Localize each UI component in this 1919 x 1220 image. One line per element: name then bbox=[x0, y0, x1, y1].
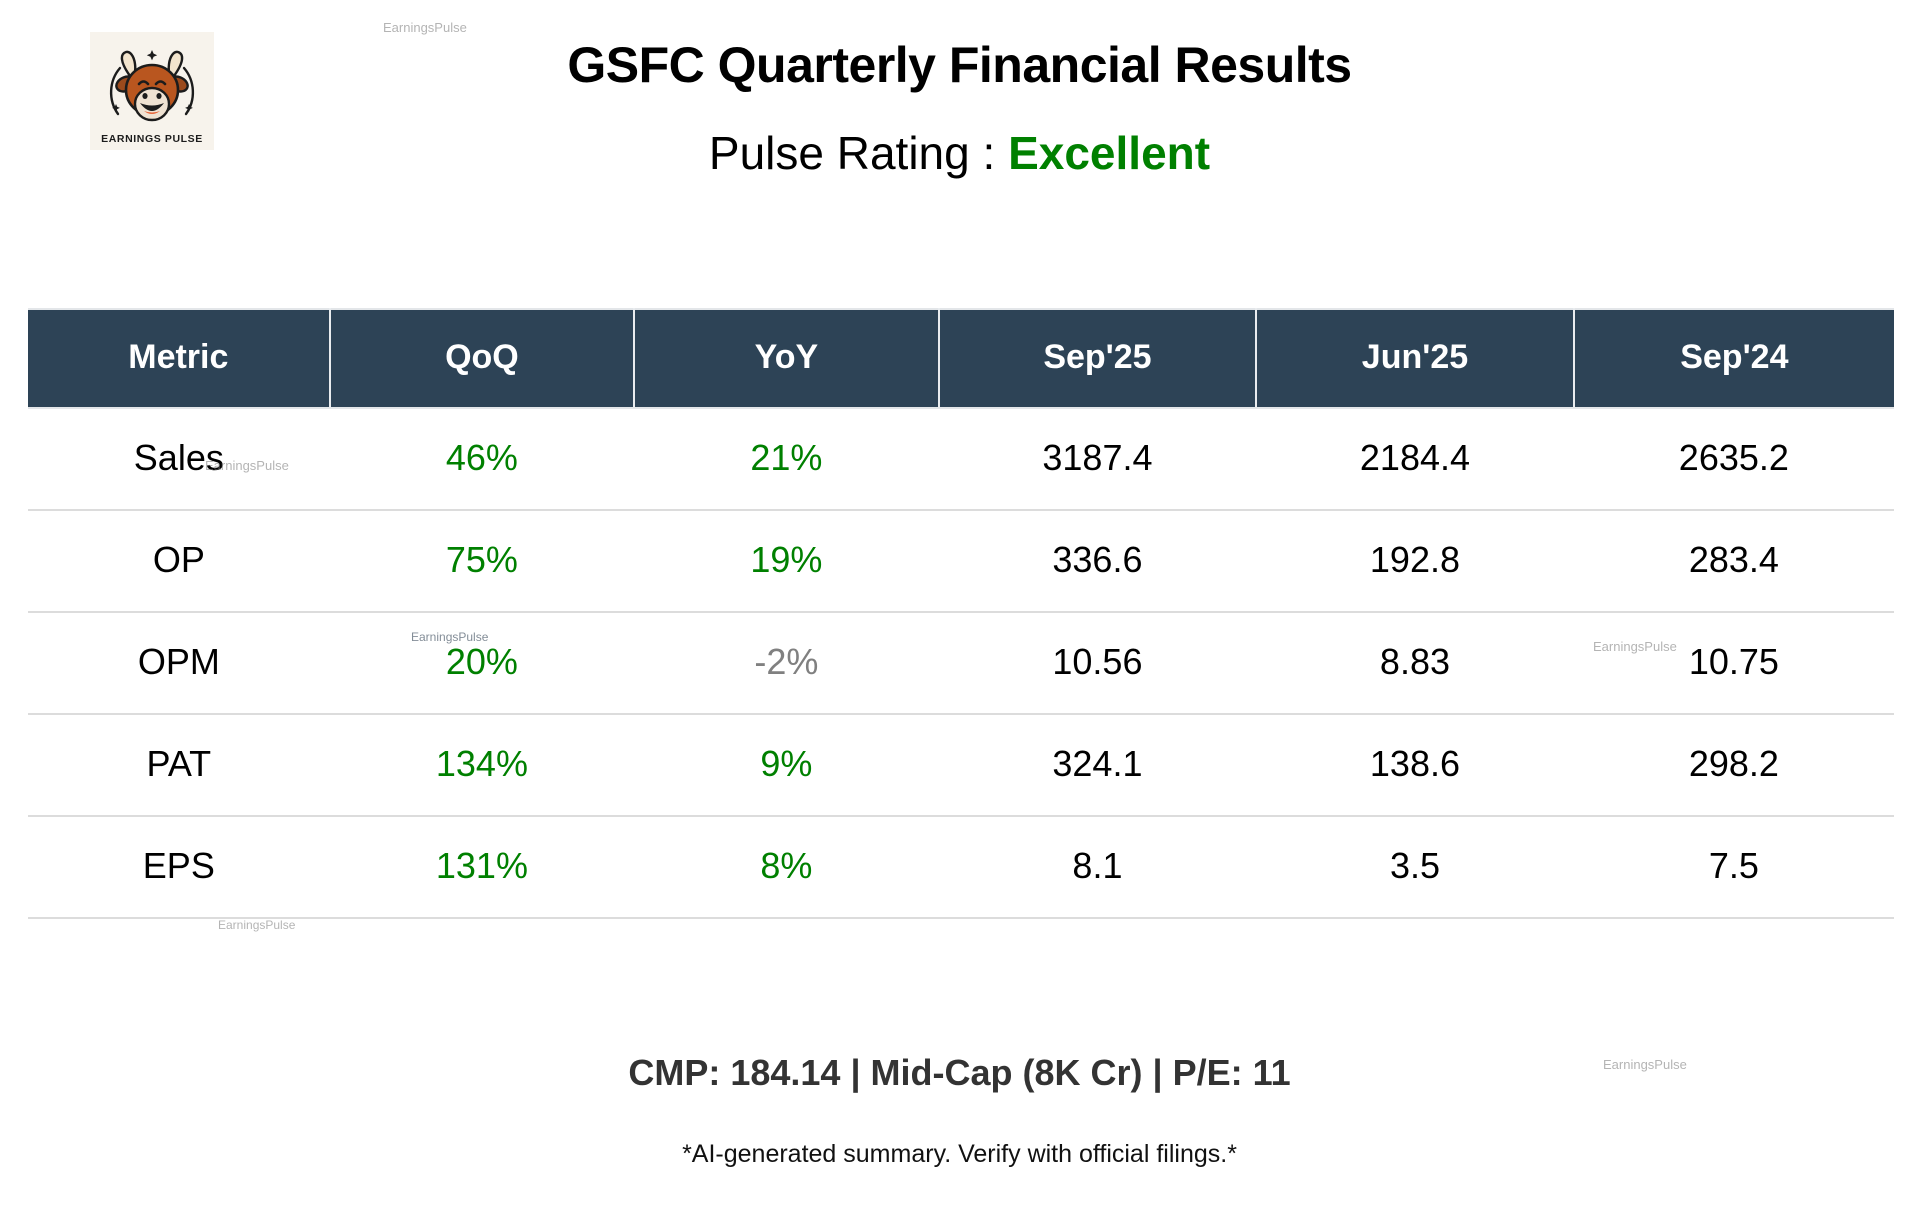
page-title: GSFC Quarterly Financial Results bbox=[567, 37, 1352, 93]
cmp-summary-line: CMP: 184.14 | Mid-Cap (8K Cr) | P/E: 11 bbox=[628, 1052, 1291, 1093]
pulse-rating-label: Pulse Rating : bbox=[708, 127, 1009, 179]
cell-jun25: 3.5 bbox=[1256, 816, 1574, 919]
cell-sep25: 10.56 bbox=[938, 612, 1257, 715]
cell-jun25: 2184.4 bbox=[1256, 408, 1574, 511]
cell-metric: PAT bbox=[28, 714, 330, 817]
financial-results-table: Metric QoQ YoY Sep'25 Jun'25 Sep'24 Sale… bbox=[28, 308, 1894, 919]
cell-yoy: 21% bbox=[634, 408, 939, 511]
cell-jun25: 138.6 bbox=[1256, 714, 1574, 817]
pulse-rating-value: Excellent bbox=[1008, 127, 1211, 179]
cell-sep24: 283.4 bbox=[1573, 510, 1894, 613]
bull-mascot-icon: EARNINGS PULSE bbox=[90, 32, 214, 150]
column-header-sep24: Sep'24 bbox=[1573, 308, 1894, 409]
earnings-pulse-logo: EARNINGS PULSE bbox=[90, 32, 214, 150]
cell-qoq: 134% bbox=[329, 714, 635, 817]
pulse-rating-line: Pulse Rating : Excellent bbox=[0, 94, 1919, 180]
cell-sep25: 336.6 bbox=[938, 510, 1257, 613]
cell-metric: OP bbox=[28, 510, 330, 613]
cell-qoq: 46% bbox=[329, 408, 635, 511]
cell-yoy: 9% bbox=[634, 714, 939, 817]
cell-jun25: 192.8 bbox=[1256, 510, 1574, 613]
cell-metric: Sales bbox=[28, 408, 330, 511]
cell-jun25: 8.83 bbox=[1256, 612, 1574, 715]
cell-yoy: 8% bbox=[634, 816, 939, 919]
cell-sep24: 2635.2 bbox=[1573, 408, 1894, 511]
svg-text:EARNINGS PULSE: EARNINGS PULSE bbox=[101, 133, 203, 145]
cell-sep24: 10.75 bbox=[1573, 612, 1894, 715]
table-header-row: Metric QoQ YoY Sep'25 Jun'25 Sep'24 bbox=[28, 308, 1894, 409]
table-row: OPM 20% -2% 10.56 8.83 10.75 bbox=[28, 612, 1894, 715]
column-header-metric: Metric bbox=[28, 308, 331, 409]
table-row: PAT 134% 9% 324.1 138.6 298.2 bbox=[28, 714, 1894, 817]
cell-yoy: 19% bbox=[634, 510, 939, 613]
table-body: Sales 46% 21% 3187.4 2184.4 2635.2 OP 75… bbox=[28, 408, 1894, 919]
table-header: Metric QoQ YoY Sep'25 Jun'25 Sep'24 bbox=[28, 308, 1894, 409]
column-header-yoy: YoY bbox=[634, 308, 940, 409]
column-header-jun25: Jun'25 bbox=[1256, 308, 1575, 409]
disclaimer-text: *AI-generated summary. Verify with offic… bbox=[682, 1140, 1237, 1168]
cell-sep25: 8.1 bbox=[938, 816, 1257, 919]
cell-qoq: 75% bbox=[329, 510, 635, 613]
column-header-sep25: Sep'25 bbox=[938, 308, 1258, 409]
column-header-qoq: QoQ bbox=[329, 308, 636, 409]
table-row: Sales 46% 21% 3187.4 2184.4 2635.2 bbox=[28, 408, 1894, 511]
cell-metric: EPS bbox=[28, 816, 330, 919]
cell-qoq: 20% bbox=[329, 612, 635, 715]
cell-sep24: 7.5 bbox=[1573, 816, 1894, 919]
cell-sep24: 298.2 bbox=[1573, 714, 1894, 817]
table-row: OP 75% 19% 336.6 192.8 283.4 bbox=[28, 510, 1894, 613]
watermark: EarningsPulse bbox=[218, 918, 296, 932]
financial-results-table-wrap: EarningsPulse Metric QoQ YoY Sep'25 Jun'… bbox=[28, 308, 1894, 919]
header-block: GSFC Quarterly Financial Results Pulse R… bbox=[0, 0, 1919, 180]
cell-yoy: -2% bbox=[634, 612, 939, 715]
cell-metric: OPM bbox=[28, 612, 330, 715]
footer-block: CMP: 184.14 | Mid-Cap (8K Cr) | P/E: 11 … bbox=[0, 1052, 1919, 1169]
cell-sep25: 3187.4 bbox=[938, 408, 1257, 511]
cell-qoq: 131% bbox=[329, 816, 635, 919]
table-row: EPS 131% 8% 8.1 3.5 7.5 bbox=[28, 816, 1894, 919]
cell-sep25: 324.1 bbox=[938, 714, 1257, 817]
